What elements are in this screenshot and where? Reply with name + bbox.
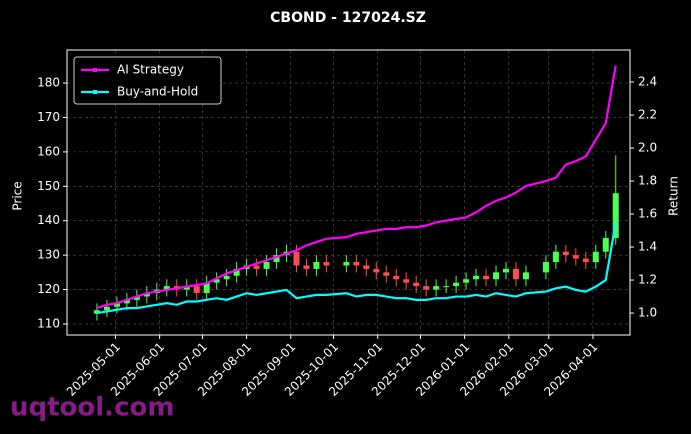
candle-body	[592, 251, 599, 263]
y-tick-label: 110	[37, 316, 60, 330]
candle-body	[423, 286, 430, 290]
line-series	[96, 222, 617, 315]
candle-body	[133, 296, 140, 300]
y2-tick-label: 1.0	[638, 306, 657, 320]
candle-body	[502, 268, 509, 273]
candle-body	[413, 282, 420, 287]
candle-body	[263, 262, 270, 269]
candle-body	[433, 286, 440, 290]
plot-frame	[66, 49, 631, 336]
watermark: uqtool.com	[10, 393, 174, 423]
candle-body	[223, 275, 230, 280]
y-tick-label: 130	[37, 248, 60, 262]
candle-body	[203, 282, 210, 294]
candle-body	[403, 279, 410, 283]
y2-tick-label: 1.6	[638, 207, 657, 221]
candle-body	[602, 237, 609, 252]
legend-box	[73, 56, 222, 105]
candle-body	[273, 255, 280, 263]
candle-body	[303, 265, 310, 269]
y-axis-label: Price	[11, 181, 25, 210]
y-tick-label: 140	[37, 213, 60, 227]
candle-body	[353, 262, 360, 266]
candle-body	[373, 268, 380, 273]
candle-body	[453, 282, 460, 287]
candle-body	[393, 275, 400, 280]
candle-body	[233, 268, 240, 276]
candle-body	[293, 251, 300, 266]
y2-axis-label: Return	[667, 176, 681, 216]
candle-body	[552, 251, 559, 263]
candle-body	[113, 303, 120, 307]
candle-body	[193, 286, 200, 294]
candle-body	[123, 299, 130, 304]
legend-marker	[93, 90, 97, 94]
candle-body	[213, 279, 220, 283]
candle-body	[183, 286, 190, 290]
candle-body	[343, 262, 350, 266]
candle-body	[612, 193, 619, 238]
y2-tick-label: 2.0	[638, 141, 657, 155]
candle-body	[313, 262, 320, 269]
legend-marker	[93, 68, 97, 72]
candle-body	[542, 262, 549, 273]
legend-label: Buy-and-Hold	[117, 85, 198, 99]
candle-body	[493, 272, 500, 280]
y2-tick-label: 2.4	[638, 75, 657, 89]
candle-body	[163, 286, 170, 290]
candle-body	[562, 251, 569, 256]
candle-body	[512, 268, 519, 280]
y2-tick-label: 1.8	[638, 174, 657, 188]
candle-body	[363, 265, 370, 269]
candle-body	[143, 293, 150, 297]
y-tick-label: 120	[37, 282, 60, 296]
y2-tick-label: 1.4	[638, 240, 657, 254]
line-series	[96, 65, 617, 310]
y2-tick-label: 2.2	[638, 108, 657, 122]
legend-label: AI Strategy	[117, 63, 184, 77]
y-tick-label: 180	[37, 76, 60, 90]
candle-body	[522, 272, 529, 280]
y2-tick-label: 1.2	[638, 273, 657, 287]
candle-body	[383, 272, 390, 276]
candle-body	[483, 275, 490, 280]
candle-body	[323, 262, 330, 266]
candle-body	[473, 275, 480, 280]
candle-body	[443, 286, 450, 288]
y-tick-label: 160	[37, 144, 60, 158]
y-tick-label: 150	[37, 179, 60, 193]
candle-body	[463, 279, 470, 283]
candle-body	[572, 255, 579, 259]
candle-body	[103, 306, 110, 311]
candle-body	[253, 265, 260, 269]
candle-body	[582, 258, 589, 263]
y-tick-label: 170	[37, 110, 60, 124]
chart-title: CBOND - 127024.SZ	[270, 10, 426, 26]
